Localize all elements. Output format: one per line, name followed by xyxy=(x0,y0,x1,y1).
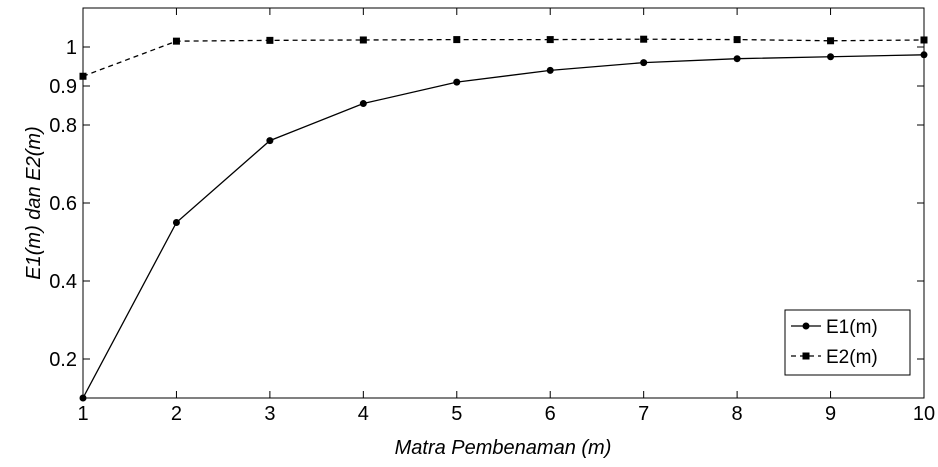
y-axis-label: E1(m) dan E2(m) xyxy=(23,126,45,279)
x-tick-label: 5 xyxy=(451,403,462,425)
data-point-circle xyxy=(920,51,928,59)
data-point-square xyxy=(266,36,274,44)
data-point-circle xyxy=(640,59,648,67)
y-tick-label: 0.6 xyxy=(49,193,77,215)
data-point-circle xyxy=(733,55,741,63)
legend-marker-e2 xyxy=(802,352,810,360)
data-point-circle xyxy=(359,100,367,108)
x-tick-label: 6 xyxy=(545,403,556,425)
x-tick-label: 7 xyxy=(638,403,649,425)
legend-box xyxy=(784,309,911,376)
data-point-square xyxy=(733,36,741,44)
data-point-circle xyxy=(453,78,461,86)
data-point-square xyxy=(79,72,87,80)
y-tick-label: 0.4 xyxy=(49,271,77,293)
x-axis-label: Matra Pembenaman (m) xyxy=(395,437,612,459)
x-tick-label: 4 xyxy=(358,403,369,425)
x-tick-label: 3 xyxy=(264,403,275,425)
legend: E1(m) E2(m) xyxy=(784,309,911,376)
y-tick-label: 0.8 xyxy=(49,115,77,137)
data-point-square xyxy=(172,37,180,45)
y-tick-label: 0.9 xyxy=(49,76,77,98)
x-tick-label: 1 xyxy=(77,403,88,425)
legend-label-e1: E1(m) xyxy=(826,317,878,338)
data-point-circle xyxy=(546,66,554,74)
x-tick-label: 8 xyxy=(732,403,743,425)
data-point-square xyxy=(827,37,835,45)
data-point-circle xyxy=(266,137,274,145)
y-tick-label: 1 xyxy=(66,37,77,59)
series-line-1 xyxy=(82,54,925,399)
data-point-square xyxy=(920,36,928,44)
x-tick-label: 2 xyxy=(171,403,182,425)
data-point-circle xyxy=(79,394,87,402)
axis-ticks: 1 2 3 4 5 6 7 8 9 10 0.2 0.4 0.6 0.8 0.9 1 xyxy=(49,8,935,425)
y-tick-label: 0.2 xyxy=(49,349,77,371)
data-point-circle xyxy=(827,53,835,61)
data-point-circle xyxy=(172,219,180,226)
legend-label-e2: E2(m) xyxy=(826,347,878,368)
data-point-square xyxy=(453,36,461,44)
series-layer xyxy=(79,35,928,402)
x-tick-label: 10 xyxy=(913,403,935,425)
series-line-2 xyxy=(82,38,925,77)
x-tick-label: 9 xyxy=(825,403,836,425)
legend-marker-e1 xyxy=(802,322,810,330)
data-point-square xyxy=(359,36,367,44)
data-point-square xyxy=(546,36,554,44)
data-point-square xyxy=(640,35,648,43)
plot-area xyxy=(82,7,925,399)
